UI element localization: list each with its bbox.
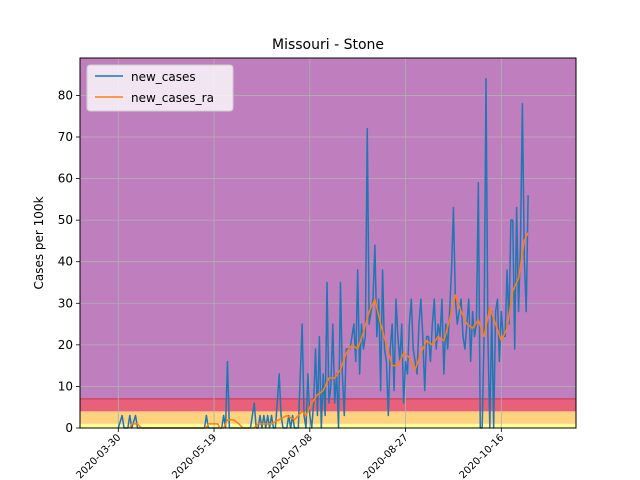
legend-label-new-cases-ra: new_cases_ra: [131, 91, 214, 105]
legend-box: [86, 64, 234, 112]
y-axis-label: Cases per 100k: [32, 196, 46, 289]
plot-frame: [79, 57, 577, 429]
series-layer: [117, 78, 529, 429]
y-tick-label: 80: [58, 88, 73, 102]
y-tick-label: 50: [58, 213, 73, 227]
y-tick-label: 10: [58, 379, 73, 393]
band-1: [80, 411, 576, 424]
y-tick-label: 70: [58, 130, 73, 144]
series-line-new-cases-ra: [129, 232, 529, 429]
chart-title: Missouri - Stone: [272, 37, 384, 53]
y-tick-label: 0: [65, 421, 73, 435]
y-axis: 0 10 20 30 40 50 60 70 80: [58, 88, 80, 435]
y-tick-label: 60: [58, 172, 73, 186]
y-tick-label: 30: [58, 296, 73, 310]
legend: new_cases new_cases_ra: [86, 64, 234, 112]
legend-label-new-cases: new_cases: [131, 70, 196, 84]
y-tick-label: 20: [58, 338, 73, 352]
band-0: [80, 423, 576, 428]
band-2: [80, 398, 576, 412]
y-tick-label: 40: [58, 255, 73, 269]
